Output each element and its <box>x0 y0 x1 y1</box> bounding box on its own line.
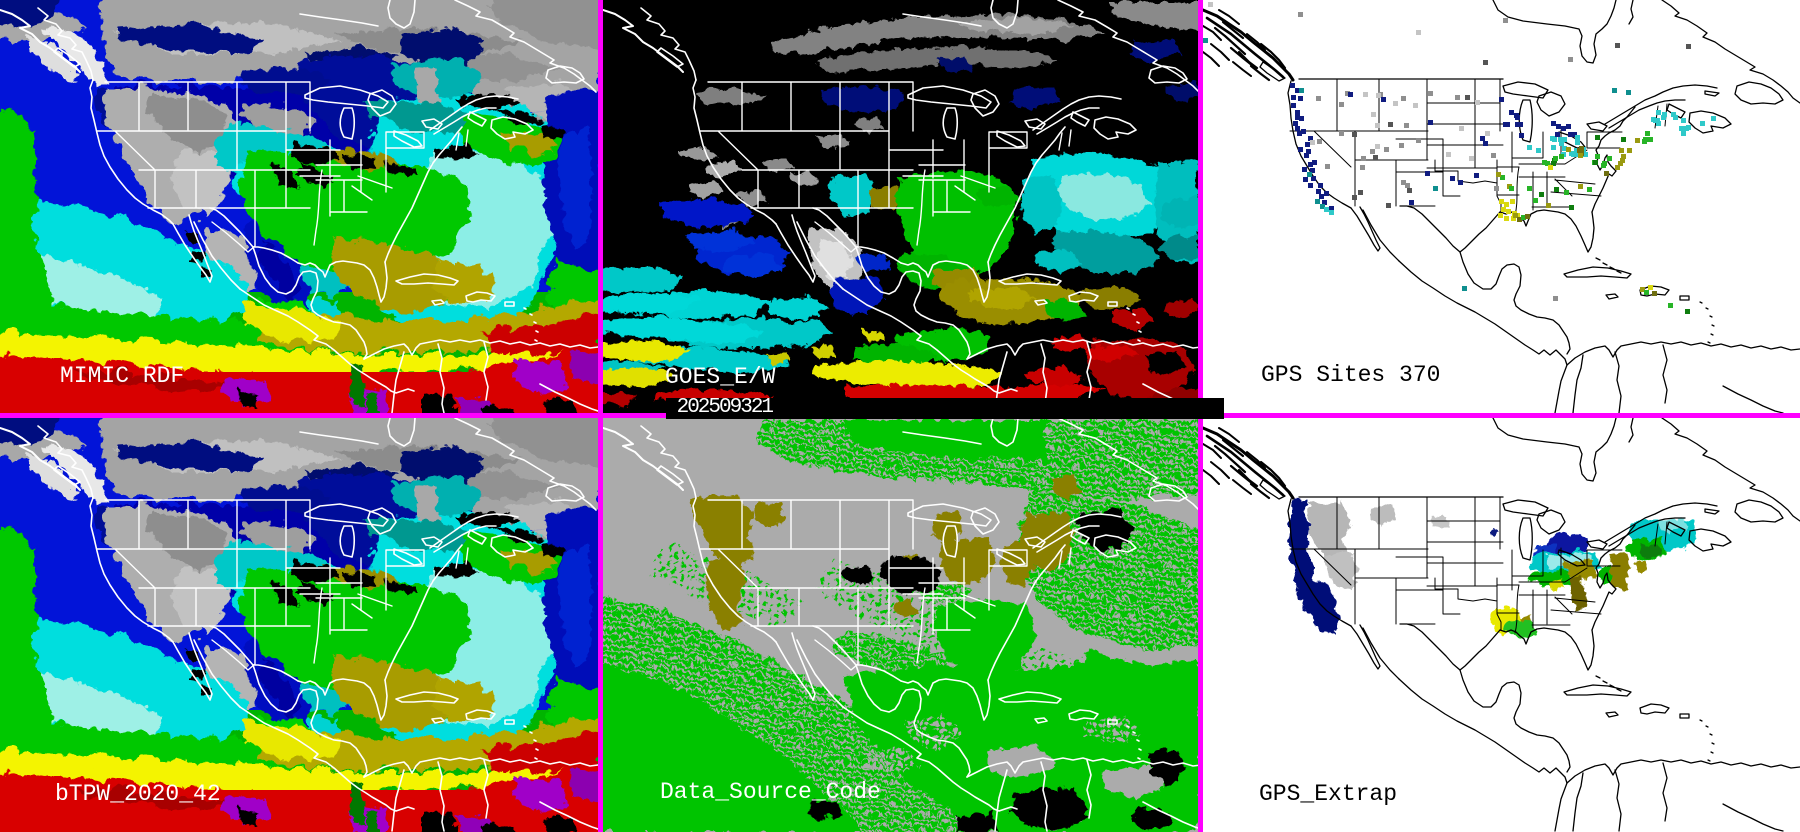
svg-text:GPS_Extrap: GPS_Extrap <box>1259 781 1397 807</box>
svg-text:bTPW_2020_42: bTPW_2020_42 <box>55 781 221 807</box>
svg-text:GOES_E/W: GOES_E/W <box>665 364 776 390</box>
svg-text:MIMIC RDF: MIMIC RDF <box>60 363 184 389</box>
svg-text:Data_Source_Code: Data_Source_Code <box>660 779 881 805</box>
svg-text:GPS Sites 370: GPS Sites 370 <box>1261 362 1440 388</box>
